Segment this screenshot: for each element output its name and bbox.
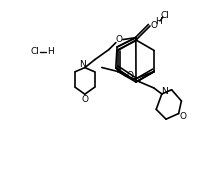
- Text: N: N: [161, 88, 168, 96]
- Text: Cl: Cl: [161, 11, 169, 19]
- Text: O: O: [151, 21, 157, 29]
- Text: N: N: [79, 60, 86, 69]
- Text: O: O: [126, 72, 133, 80]
- Text: O: O: [115, 35, 122, 44]
- Text: O: O: [179, 112, 186, 121]
- Text: H: H: [47, 48, 53, 56]
- Text: O: O: [81, 95, 88, 104]
- Text: Cl: Cl: [31, 48, 40, 56]
- Text: H: H: [155, 17, 161, 27]
